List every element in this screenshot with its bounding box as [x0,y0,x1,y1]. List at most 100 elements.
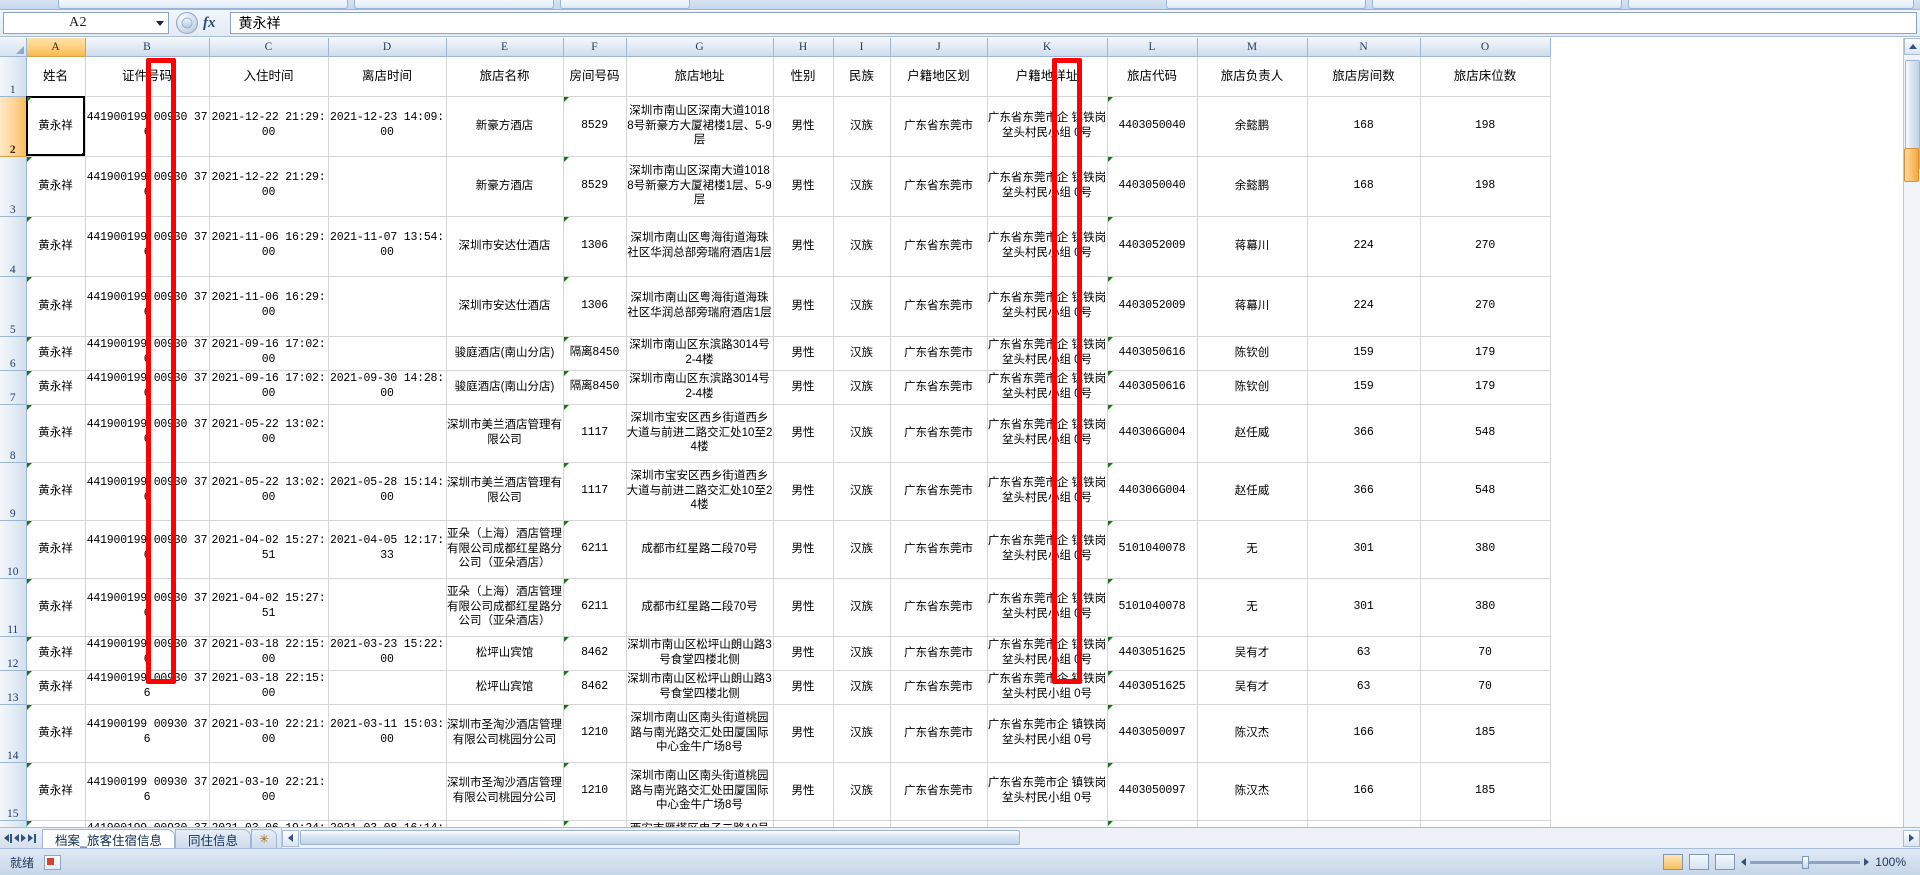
row-header-12[interactable]: 12 [0,636,27,671]
cell-F5[interactable]: 1306 [563,276,627,337]
cell-J11[interactable]: 广东省东莞市 [890,578,988,637]
column-title-k[interactable]: 户籍地详址 [987,56,1108,97]
table-row[interactable]: 9 黄永祥 441900199 00930 376 2021-05-22 13:02:… [0,462,1551,521]
cell-D4[interactable]: 2021-11-07 13:54:00 [328,216,447,277]
cell-K3[interactable]: 广东省东莞市企 镇铁岗坌头村民小组 0号 [987,156,1108,217]
cell-A7[interactable]: 黄永祥 [26,370,86,405]
cell-D5[interactable] [328,276,447,337]
zoom-slider[interactable] [1741,855,1870,869]
name-box-dropdown-icon[interactable] [152,20,168,26]
cell-M4[interactable]: 蒋幕川 [1197,216,1308,277]
table-row[interactable]: 4 黄永祥 441900199 00930 376 2021-11-06 16:29:… [0,216,1551,277]
cell-C11[interactable]: 2021-04-02 15:27:51 [209,578,329,637]
cell-H6[interactable]: 男性 [773,336,834,371]
cell-H5[interactable]: 男性 [773,276,834,337]
cell-C6[interactable]: 2021-09-16 17:02:00 [209,336,329,371]
cell-A9[interactable]: 黄永祥 [26,462,86,521]
cell-G8[interactable]: 深圳市宝安区西乡街道西乡大道与前进二路交汇处10至24楼 [626,404,774,463]
cell-F11[interactable]: 6211 [563,578,627,637]
cell-D13[interactable] [328,670,447,705]
cell-E5[interactable]: 深圳市安达仕酒店 [446,276,564,337]
cell-H7[interactable]: 男性 [773,370,834,405]
cell-L15[interactable]: 4403050097 [1107,762,1198,821]
row-header-3[interactable]: 3 [0,156,27,217]
cell-C14[interactable]: 2021-03-10 22:21:00 [209,704,329,763]
cell-O2[interactable]: 198 [1420,96,1551,157]
column-title-j[interactable]: 户籍地区划 [890,56,988,97]
cell-L3[interactable]: 4403050040 [1107,156,1198,217]
cell-I9[interactable]: 汉族 [833,462,891,521]
column-header-n[interactable]: N [1307,38,1421,57]
cell-H9[interactable]: 男性 [773,462,834,521]
page-break-view-icon[interactable] [1715,854,1736,870]
row-header-4[interactable]: 4 [0,216,27,277]
cell-E14[interactable]: 深圳市圣淘沙酒店管理有限公司桃园分公司 [446,704,564,763]
cell-H15[interactable]: 男性 [773,762,834,821]
column-header-k[interactable]: K [987,38,1108,57]
cell-M12[interactable]: 吴有才 [1197,636,1308,671]
cell-E7[interactable]: 骏庭酒店(南山分店) [446,370,564,405]
horizontal-scrollbar[interactable] [280,828,1920,848]
cell-G4[interactable]: 深圳市南山区粤海街道海珠社区华润总部旁瑞府酒店1层 [626,216,774,277]
column-header-l[interactable]: L [1107,38,1198,57]
column-header-h[interactable]: H [773,38,834,57]
cell-J8[interactable]: 广东省东莞市 [890,404,988,463]
next-sheet-icon[interactable] [21,834,26,842]
cell-D7[interactable]: 2021-09-30 14:28:00 [328,370,447,405]
cell-M10[interactable]: 无 [1197,520,1308,579]
row-header-11[interactable]: 11 [0,578,27,637]
cell-N5[interactable]: 224 [1307,276,1421,337]
cell-G6[interactable]: 深圳市南山区东滨路3014号2-4楼 [626,336,774,371]
cell-F3[interactable]: 8529 [563,156,627,217]
cell-F2[interactable]: 8529 [563,96,627,157]
cell-L2[interactable]: 4403050040 [1107,96,1198,157]
column-header-m[interactable]: M [1197,38,1308,57]
cell-O11[interactable]: 380 [1420,578,1551,637]
cell-I7[interactable]: 汉族 [833,370,891,405]
name-box[interactable]: A2 [3,12,169,34]
table-row[interactable]: 14 黄永祥 441900199 00930 376 2021-03-10 22:21… [0,704,1551,763]
cell-I3[interactable]: 汉族 [833,156,891,217]
cell-D14[interactable]: 2021-03-11 15:03:00 [328,704,447,763]
cell-F4[interactable]: 1306 [563,216,627,277]
first-sheet-icon[interactable] [4,833,12,843]
cell-G15[interactable]: 深圳市南山区南头街道桃园路与南光路交汇处田厦国际中心金牛广场8号 [626,762,774,821]
cell-G10[interactable]: 成都市红星路二段70号 [626,520,774,579]
cell-E2[interactable]: 新豪方酒店 [446,96,564,157]
cell-N15[interactable]: 166 [1307,762,1421,821]
cell-L7[interactable]: 4403050616 [1107,370,1198,405]
cell-C13[interactable]: 2021-03-18 22:15:00 [209,670,329,705]
row-header-14[interactable]: 14 [0,704,27,763]
cell-E3[interactable]: 新豪方酒店 [446,156,564,217]
sheet-tab-archive-guest-info[interactable]: 档案_旅客住宿信息 [42,829,175,848]
cell-C4[interactable]: 2021-11-06 16:29:00 [209,216,329,277]
cell-B8[interactable]: 441900199 00930 376 [85,404,210,463]
cell-D2[interactable]: 2021-12-23 14:09:00 [328,96,447,157]
column-header-d[interactable]: D [328,38,447,57]
row-header-13[interactable]: 13 [0,670,27,705]
cell-J3[interactable]: 广东省东莞市 [890,156,988,217]
cell-O7[interactable]: 179 [1420,370,1551,405]
cell-L10[interactable]: 5101040078 [1107,520,1198,579]
cell-K4[interactable]: 广东省东莞市企 镇铁岗坌头村民小组 0号 [987,216,1108,277]
cell-H14[interactable]: 男性 [773,704,834,763]
row-header-10[interactable]: 10 [0,520,27,579]
cell-M9[interactable]: 赵任威 [1197,462,1308,521]
column-header-a[interactable]: A [26,38,86,57]
cell-F15[interactable]: 1210 [563,762,627,821]
row-header-15[interactable]: 15 [0,762,27,821]
cell-M7[interactable]: 陈钦创 [1197,370,1308,405]
cell-K6[interactable]: 广东省东莞市企 镇铁岗坌头村民小组 0号 [987,336,1108,371]
cell-M5[interactable]: 蒋幕川 [1197,276,1308,337]
cell-H3[interactable]: 男性 [773,156,834,217]
cell-K11[interactable]: 广东省东莞市企 镇铁岗坌头村民小组 0号 [987,578,1108,637]
cell-N6[interactable]: 159 [1307,336,1421,371]
cell-N11[interactable]: 301 [1307,578,1421,637]
cell-O6[interactable]: 179 [1420,336,1551,371]
select-all-corner[interactable] [0,38,27,57]
cell-J13[interactable]: 广东省东莞市 [890,670,988,705]
table-row[interactable]: 2 黄永祥 441900199 00930 376 2021-12-22 21:29:… [0,96,1551,157]
cell-K13[interactable]: 广东省东莞市企 镇铁岗坌头村民小组 0号 [987,670,1108,705]
cell-A6[interactable]: 黄永祥 [26,336,86,371]
cell-E4[interactable]: 深圳市安达仕酒店 [446,216,564,277]
